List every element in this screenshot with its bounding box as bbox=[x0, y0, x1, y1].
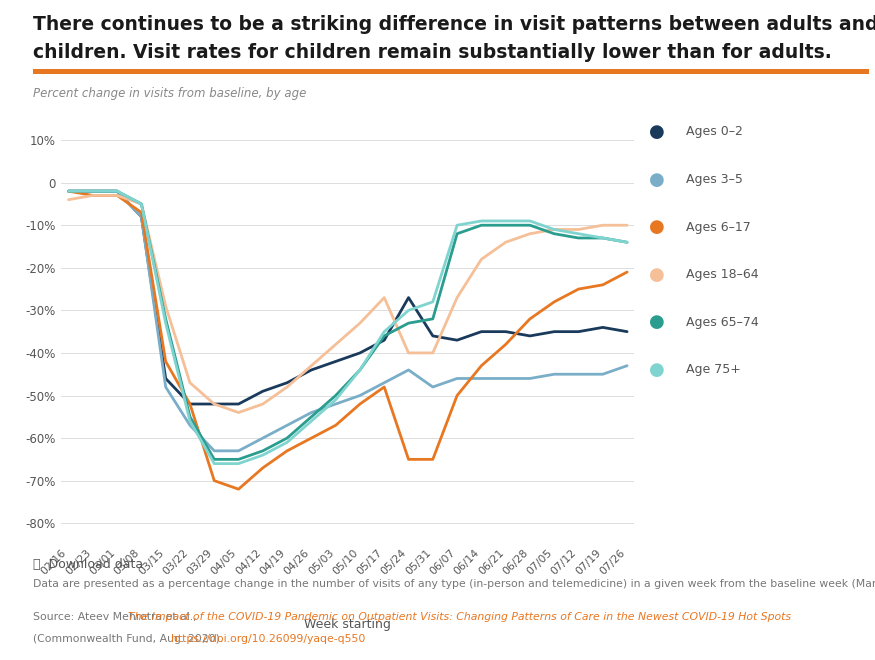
Text: Percent change in visits from baseline, by age: Percent change in visits from baseline, … bbox=[33, 87, 306, 100]
Text: ●: ● bbox=[649, 218, 665, 236]
Text: Ages 3–5: Ages 3–5 bbox=[686, 173, 743, 186]
Text: Ages 6–17: Ages 6–17 bbox=[686, 220, 751, 234]
Text: Source: Ateev Mehrotra et al.,: Source: Ateev Mehrotra et al., bbox=[33, 612, 200, 622]
Text: ●: ● bbox=[649, 123, 665, 141]
Text: children. Visit rates for children remain substantially lower than for adults.: children. Visit rates for children remai… bbox=[33, 43, 832, 62]
Text: ⤓  Download data: ⤓ Download data bbox=[33, 558, 144, 571]
Text: The Impact of the COVID-19 Pandemic on Outpatient Visits: Changing Patterns of C: The Impact of the COVID-19 Pandemic on O… bbox=[128, 612, 791, 622]
Text: Ages 18–64: Ages 18–64 bbox=[686, 268, 759, 281]
Text: ●: ● bbox=[649, 265, 665, 284]
Text: Data are presented as a percentage change in the number of visits of any type (i: Data are presented as a percentage chang… bbox=[33, 579, 875, 589]
Text: (Commonwealth Fund, Aug. 2020).: (Commonwealth Fund, Aug. 2020). bbox=[33, 634, 227, 644]
X-axis label: Week starting: Week starting bbox=[304, 618, 391, 631]
Text: Ages 0–2: Ages 0–2 bbox=[686, 125, 743, 139]
Text: Age 75+: Age 75+ bbox=[686, 363, 741, 376]
Text: https://doi.org/10.26099/yaqe-q550: https://doi.org/10.26099/yaqe-q550 bbox=[172, 634, 366, 644]
Text: There continues to be a striking difference in visit patterns between adults and: There continues to be a striking differe… bbox=[33, 15, 875, 34]
Text: ●: ● bbox=[649, 170, 665, 189]
Text: ●: ● bbox=[649, 313, 665, 331]
Text: ●: ● bbox=[649, 360, 665, 379]
Text: Ages 65–74: Ages 65–74 bbox=[686, 315, 759, 329]
